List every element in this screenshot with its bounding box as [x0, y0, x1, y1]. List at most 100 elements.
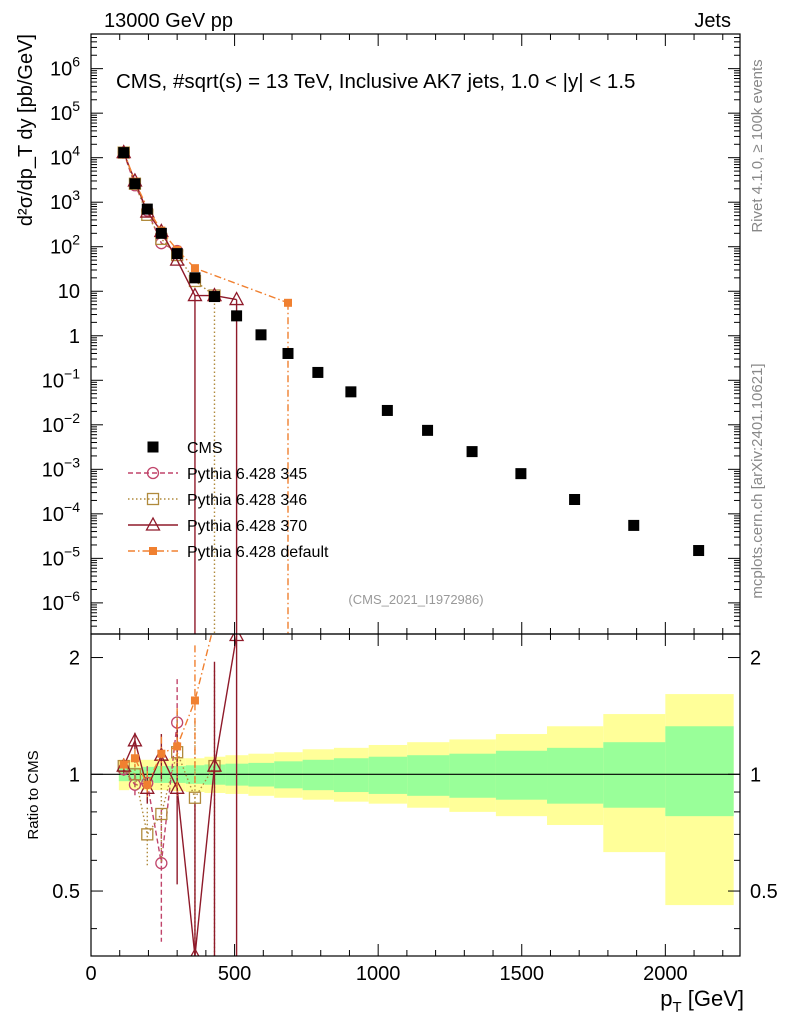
marker-data [129, 178, 141, 190]
x-tick-label: 500 [218, 963, 251, 985]
band-inner-bin [333, 758, 369, 793]
marker-data [231, 310, 243, 322]
marker-data [147, 441, 159, 453]
series-line [123, 152, 178, 252]
ratio-panel [91, 634, 740, 956]
x-tick-label: 1500 [500, 963, 545, 985]
band-inner-bin [495, 750, 548, 800]
marker-data [189, 272, 201, 284]
band-inner-bin [665, 726, 734, 817]
marker-data [171, 248, 183, 260]
y-tick-label: 10−4 [42, 499, 80, 526]
marker-filled-square [130, 754, 139, 763]
band-inner-bin [302, 759, 334, 791]
marker-filled-square [119, 760, 128, 769]
marker-filled-square [143, 780, 152, 789]
marker-data [312, 366, 324, 378]
marker-square [188, 791, 202, 804]
band-inner-bin [547, 747, 604, 804]
ratio-y-tick-label: 1 [69, 764, 80, 786]
series-cms [118, 147, 705, 557]
ratio-pythia-6.428-345 [117, 679, 184, 942]
legend: CMS Pythia 6.428 345 Pythia 6.428 346 Pythi… [128, 440, 329, 561]
chart-title: CMS, #sqrt(s) = 13 TeV, Inclusive AK7 je… [116, 70, 635, 93]
band-inner-bin [603, 742, 666, 808]
ratio-y-tick-label-right: 0.5 [750, 881, 778, 903]
ratio-pythia-6.428-370 [116, 634, 245, 956]
legend-label: Pythia 6.428 346 [187, 492, 307, 509]
marker-data [422, 424, 434, 436]
ratio-y-tick-label-right: 1 [750, 764, 761, 786]
y-tick-label: 1 [69, 326, 80, 348]
y-tick-label: 10−3 [42, 454, 80, 481]
y-tick-label: 104 [50, 143, 80, 170]
marker-data [381, 404, 393, 416]
series-line [123, 152, 215, 297]
marker-filled-square [190, 696, 199, 705]
marker-data [569, 493, 581, 505]
ratio-y-tick-label: 2 [69, 648, 80, 670]
main-panel [116, 144, 705, 634]
legend-item: Pythia 6.428 346 [128, 492, 307, 509]
legend-label: Pythia 6.428 345 [187, 466, 307, 483]
marker-data [693, 545, 705, 557]
marker-triangle [127, 732, 143, 747]
analysis-id: (CMS_2021_I1972986) [348, 592, 483, 607]
marker-data [255, 329, 267, 341]
legend-item: CMS [147, 440, 223, 457]
ratio-frame [90, 633, 741, 957]
marker-square [141, 828, 154, 841]
ratio-y-tick-label-right: 2 [750, 648, 761, 670]
y-tick-label: 10−6 [42, 588, 80, 615]
marker-triangle [190, 947, 200, 956]
header-right: Jets [694, 10, 731, 32]
rivet-label: Rivet 4.1.0, ≥ 100k events [749, 59, 766, 232]
band-inner-bin [407, 755, 450, 796]
marker-data [515, 468, 527, 480]
marker-data [628, 519, 640, 531]
header-left: 13000 GeV pp [104, 10, 233, 32]
x-tick-label: 2000 [643, 963, 688, 985]
legend-label: CMS [187, 440, 223, 457]
marker-data [208, 291, 220, 303]
ratio-plot-area [116, 634, 245, 956]
x-tick-label: 1000 [356, 963, 401, 985]
ratio-pythia-6.428-default [119, 634, 213, 800]
marker-triangle [145, 516, 161, 531]
marker-square [146, 492, 160, 506]
marker-filled-square [149, 547, 157, 555]
marker-data [141, 203, 153, 215]
y-axis-title-ratio: Ratio to CMS [25, 750, 42, 839]
marker-data [466, 446, 478, 458]
y-tick-label: 10 [58, 281, 80, 303]
marker-square [128, 768, 142, 781]
marker-triangle [169, 251, 185, 266]
marker-data [118, 147, 130, 159]
y-tick-label: 10−2 [42, 410, 80, 437]
y-axis-title-main: d²σ/dp_T dy [pb/GeV] [15, 34, 37, 226]
legend-label: Pythia 6.428 370 [187, 518, 307, 535]
marker-data [345, 386, 357, 398]
marker-triangle [169, 779, 185, 794]
x-tick-label: 0 [85, 963, 96, 985]
y-tick-label: 105 [50, 98, 80, 125]
marker-data [282, 347, 294, 359]
marker-filled-square [173, 742, 182, 751]
band-inner-bin [368, 756, 408, 794]
legend-label: Pythia 6.428 default [187, 544, 329, 561]
axes: 0 500 1000 1500 200010610510410310210110−110… [42, 33, 778, 985]
legend-item: Pythia 6.428 370 [128, 516, 307, 535]
y-tick-label: 103 [50, 187, 80, 214]
marker-filled-square [157, 749, 166, 758]
mcplots-label: mcplots.cern.ch [arXiv:2401.10621] [749, 363, 766, 598]
marker-triangle [187, 287, 203, 302]
marker-data [155, 227, 167, 239]
marker-filled-square [283, 298, 292, 307]
ratio-line [123, 635, 238, 956]
y-tick-label: 106 [50, 54, 80, 81]
marker-triangle [206, 757, 223, 772]
marker-circle [146, 466, 160, 480]
band-inner-bin [449, 753, 496, 798]
legend-item: Pythia 6.428 default [128, 544, 329, 561]
